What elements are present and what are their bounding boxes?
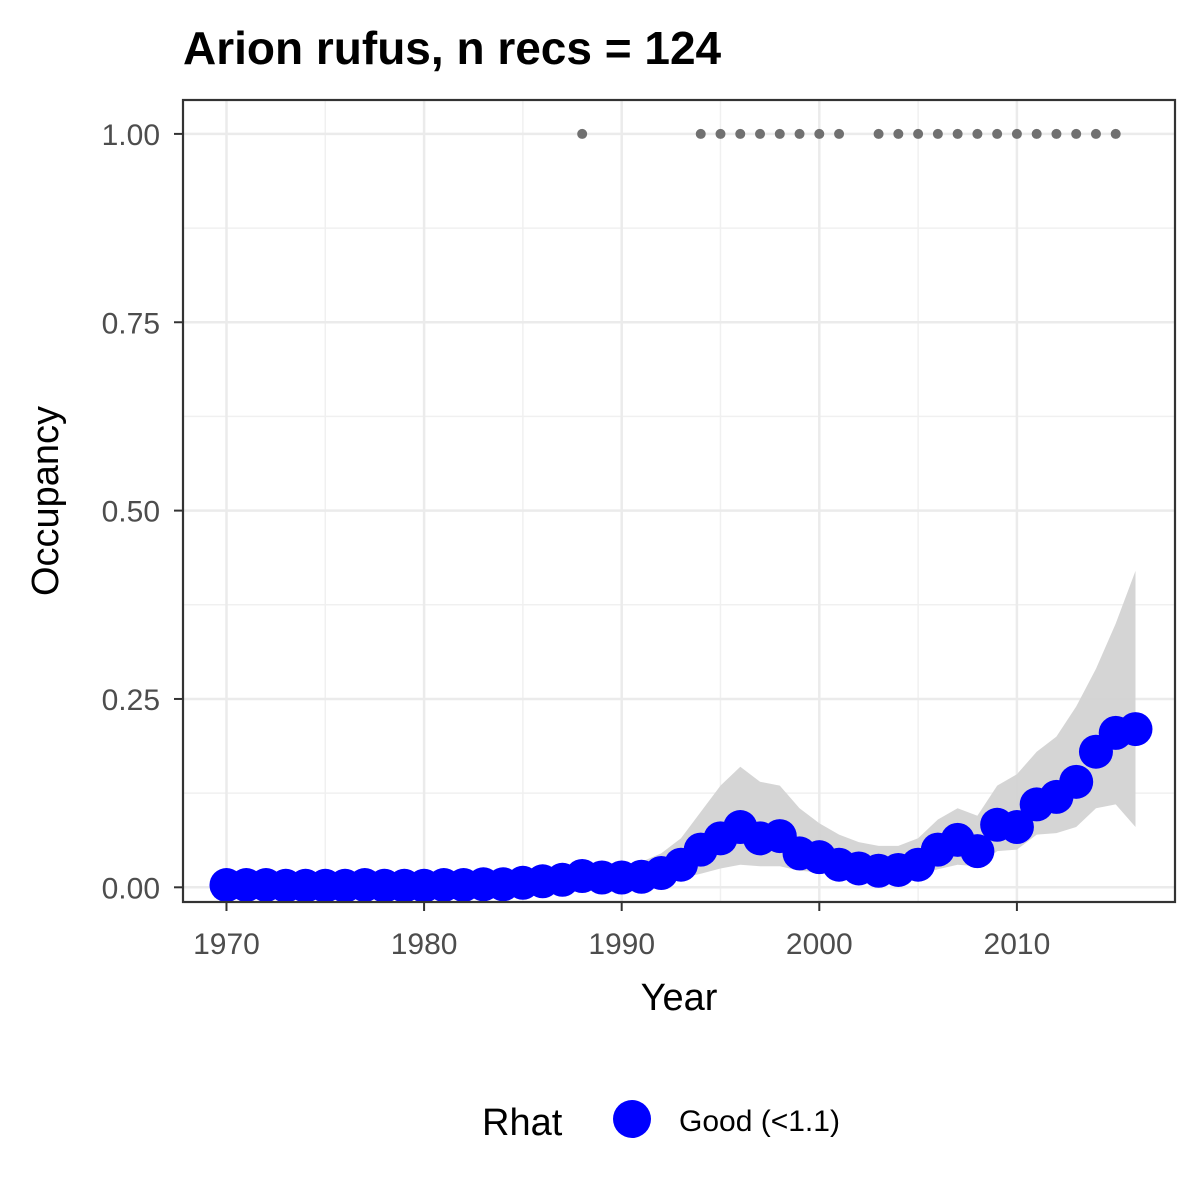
x-tick-label: 1980 [391,928,458,961]
y-axis-title: Occupancy [25,406,67,596]
record-point [715,128,726,139]
legend: Rhat Good (<1.1) [482,1100,840,1144]
x-axis-title: Year [641,977,718,1019]
record-point [735,128,746,139]
x-tick-label: 1970 [193,928,260,961]
x-tick-label: 2010 [984,928,1051,961]
record-point [755,128,766,139]
legend-title: Rhat [482,1102,563,1144]
y-tick-label: 0.50 [102,496,160,529]
occupancy-point [1118,712,1153,747]
record-point [814,128,825,139]
record-point [1051,128,1062,139]
record-point [1110,128,1121,139]
plot-border [181,98,1177,904]
occupancy-points-layer [209,712,1153,903]
legend-key-good [613,1100,651,1138]
record-point [873,128,884,139]
y-tick-label: 0.75 [102,307,160,340]
chart-title: Arion rufus, n recs = 124 [183,22,722,74]
record-point [1011,128,1022,139]
y-tick-label: 1.00 [102,119,160,152]
record-point [893,128,904,139]
x-axis: 1970 1980 1990 2000 2010 [193,902,1050,961]
record-point [794,128,805,139]
record-point [1071,128,1082,139]
minor-gridlines [183,100,1175,902]
record-point [1031,128,1042,139]
record-point [932,128,943,139]
record-point [695,128,706,139]
y-axis: 0.00 0.25 0.50 0.75 1.00 [102,119,183,905]
record-point [952,128,963,139]
record-point [834,128,845,139]
y-tick-label: 0.00 [102,872,160,905]
record-point [1090,128,1101,139]
record-points-layer [577,128,1121,139]
plot-panel [183,100,1175,902]
legend-label-good: Good (<1.1) [679,1105,840,1138]
occupancy-point [960,834,995,869]
occupancy-point [999,810,1034,845]
x-tick-label: 2000 [786,928,853,961]
record-point [577,128,588,139]
record-point [972,128,983,139]
y-tick-label: 0.25 [102,684,160,717]
occupancy-point [1059,764,1094,799]
major-gridlines [183,100,1175,902]
record-point [913,128,924,139]
record-point [774,128,785,139]
record-point [992,128,1003,139]
x-tick-label: 1990 [588,928,655,961]
